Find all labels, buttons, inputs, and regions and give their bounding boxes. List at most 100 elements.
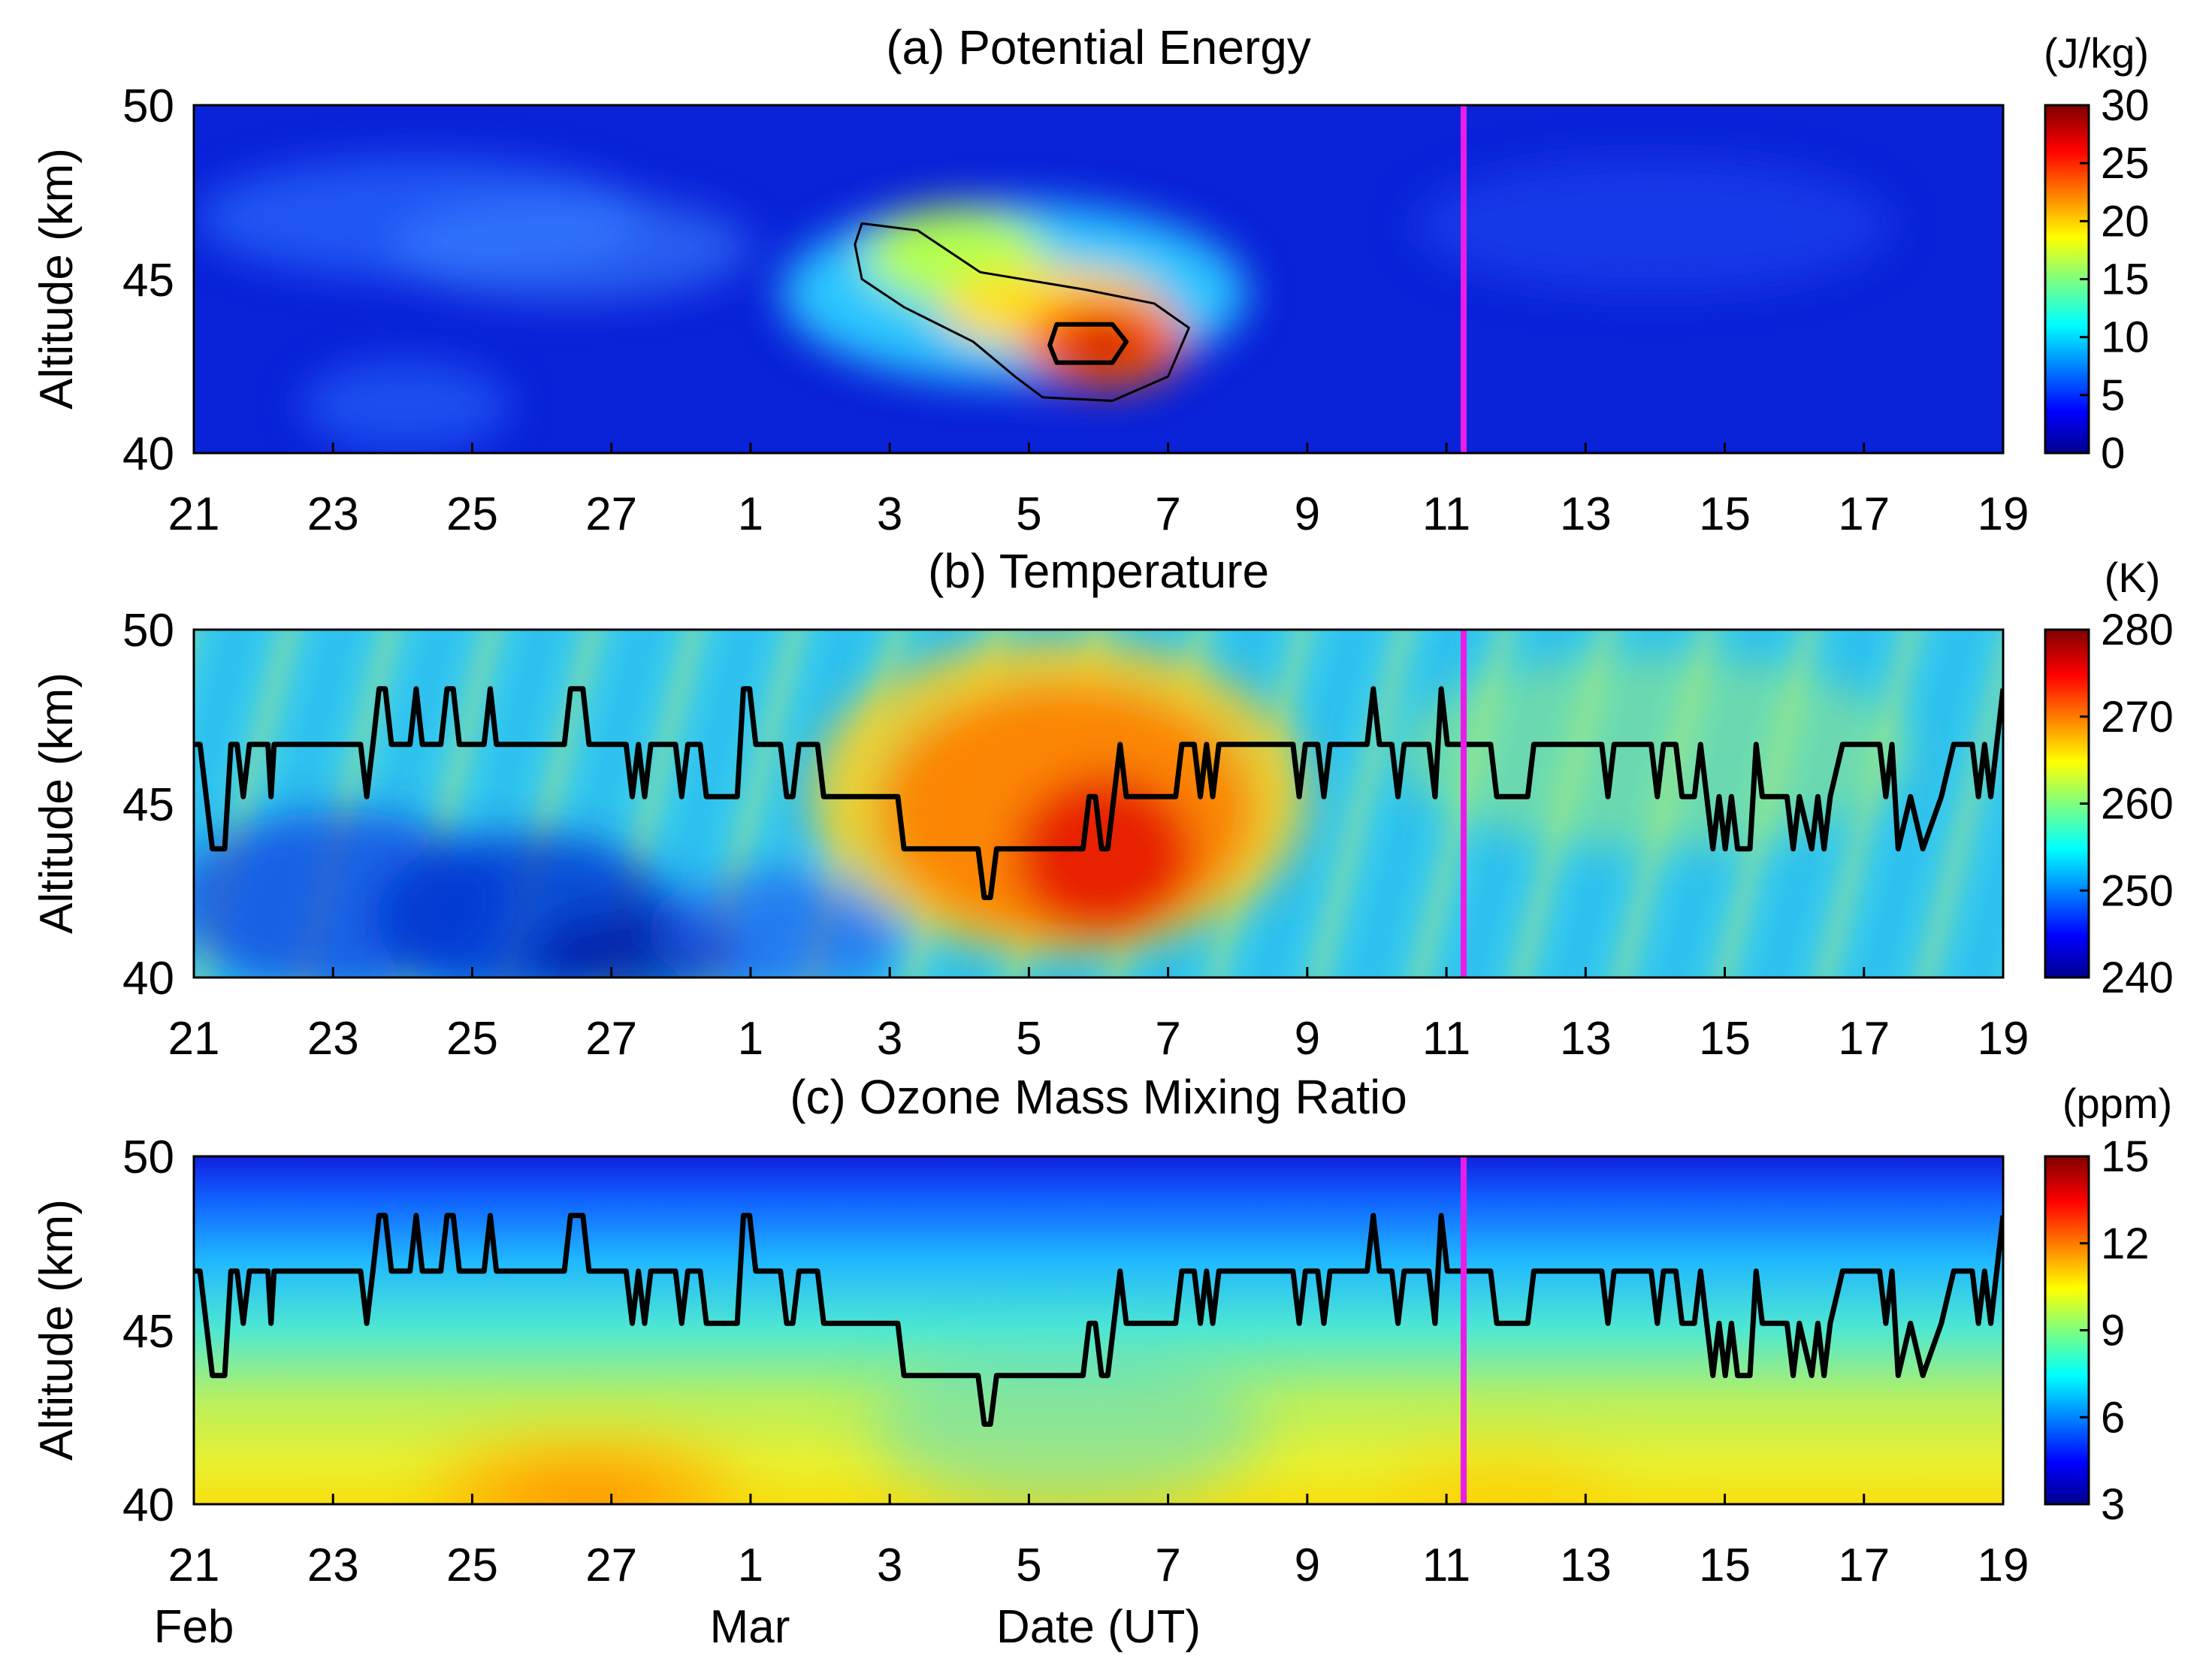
x-tick-label: 19 [1978, 488, 2029, 540]
x-tick-label: 23 [307, 1013, 359, 1065]
panel-a-colorbar-ticks: 0 5 10 15 20 25 30 [2080, 81, 2150, 478]
x-tick-label: 27 [585, 1013, 637, 1065]
colorbar-tick-label: 250 [2101, 866, 2174, 915]
panel-c-y-ticks: 50 45 40 [122, 1132, 174, 1531]
x-tick-label: 5 [1016, 1540, 1041, 1591]
x-tick-label: 21 [168, 1540, 220, 1591]
panel-b-title: (b) Temperature [928, 544, 1269, 598]
panel-a-x-ticks: 21 23 25 27 1 3 5 7 9 11 13 15 17 19 [168, 443, 2029, 540]
panel-a-heatmap [194, 105, 2003, 453]
texture-stripe [1965, 630, 2003, 978]
colorbar-tick-label: 15 [2101, 1132, 2150, 1181]
x-tick-label: 7 [1155, 488, 1180, 540]
x-tick-label: 13 [1560, 488, 1612, 540]
panel-b-x-ticks: 21 23 25 27 1 3 5 7 9 11 13 15 17 19 [168, 967, 2029, 1065]
x-tick-label: 9 [1295, 1013, 1320, 1065]
y-tick: 50 [122, 605, 174, 657]
x-tick-label: 3 [877, 1540, 902, 1591]
x-tick-label: 11 [1422, 1013, 1470, 1065]
panel-c-stratopause-line [194, 1213, 2003, 1428]
x-tick-label: 3 [877, 1013, 902, 1065]
x-tick-label: 23 [307, 1540, 359, 1591]
y-tick: 45 [122, 255, 174, 307]
x-tick-label: 3 [877, 488, 902, 540]
panel-c-colorbar-ticks: 3 6 9 12 15 [2080, 1132, 2150, 1529]
panel-c-heatmap [194, 1156, 2003, 1504]
panel-a-y-ticks: 50 45 40 [122, 80, 174, 480]
x-tick-label: 23 [307, 488, 359, 540]
colorbar-tick-label: 3 [2101, 1480, 2125, 1529]
colorbar-tick-label: 260 [2101, 780, 2174, 829]
y-tick: 50 [122, 80, 174, 132]
x-tick-label: 13 [1560, 1540, 1612, 1591]
panel-b-ylabel: Altitude (km) [31, 672, 83, 934]
x-tick-label: 25 [446, 1013, 498, 1065]
panel-b-stratopause-line [194, 686, 2003, 901]
panel-c: (c) Ozone Mass Mixing Ratio [31, 1070, 2172, 1653]
x-tick-label: 17 [1838, 1013, 1890, 1065]
contour-line [854, 222, 1190, 403]
x-tick-label: 25 [446, 488, 498, 540]
x-tick-label: 17 [1838, 1540, 1890, 1591]
x-tick-label: 1 [738, 1540, 763, 1591]
texture-stripe [1914, 630, 2003, 978]
colorbar-tick-label: 12 [2101, 1219, 2150, 1268]
y-tick: 40 [122, 1479, 174, 1531]
x-tick-label: 5 [1016, 488, 1041, 540]
x-tick-label: 21 [168, 1013, 220, 1065]
colorbar-tick-label: 30 [2101, 81, 2150, 130]
x-tick-label: 9 [1295, 488, 1320, 540]
colorbar-tick-label: 0 [2101, 429, 2125, 478]
x-tick-label: 1 [738, 488, 763, 540]
panel-a-title: (a) Potential Energy [886, 20, 1311, 74]
panel-c-ylabel: Altitude (km) [31, 1199, 83, 1461]
x-tick-label: 11 [1422, 1540, 1470, 1591]
panel-b-colorbar-unit: (K) [2105, 554, 2161, 601]
panel-a-colorbar-unit: (J/kg) [2044, 29, 2149, 77]
x-tick-label: 27 [585, 1540, 637, 1591]
x-tick-label: 19 [1978, 1013, 2029, 1065]
panel-c-title: (c) Ozone Mass Mixing Ratio [790, 1070, 1407, 1124]
panel-a-contours [854, 222, 1190, 403]
x-tick-label: 5 [1016, 1013, 1041, 1065]
x-tick-label: 21 [168, 488, 220, 540]
contour-line [1047, 322, 1129, 365]
x-tick-label: 15 [1699, 1013, 1751, 1065]
x-tick-label: 7 [1155, 1540, 1180, 1591]
texture-stripe [2168, 616, 2212, 992]
texture-stripe [1255, 630, 1366, 978]
colorbar-tick-label: 270 [2101, 693, 2174, 742]
panel-b-y-ticks: 50 45 40 [122, 605, 174, 1005]
y-tick: 40 [122, 428, 174, 480]
colorbar-tick-label: 20 [2101, 197, 2150, 246]
x-tick-label: 15 [1699, 488, 1751, 540]
panel-c-colorbar-unit: (ppm) [2062, 1080, 2172, 1127]
panel-b-heatmap [194, 616, 2212, 992]
colorbar-tick-label: 9 [2101, 1307, 2125, 1355]
colorbar-tick-label: 25 [2101, 139, 2150, 188]
texture-stripe [1863, 630, 1975, 978]
panel-c-x-ticks: 21 23 25 27 1 3 5 7 9 11 13 15 17 19 [168, 1494, 2029, 1591]
texture-stripe [1306, 630, 1417, 978]
y-tick: 45 [122, 779, 174, 831]
y-tick: 45 [122, 1306, 174, 1358]
x-tick-label: 19 [1978, 1540, 2029, 1591]
x-tick-label: 15 [1699, 1540, 1751, 1591]
colorbar-tick-label: 6 [2101, 1393, 2125, 1442]
x-tick-label: 25 [446, 1540, 498, 1591]
texture-stripe [1813, 630, 1924, 978]
x-tick-label: 9 [1295, 1540, 1320, 1591]
x-tick-label: 7 [1155, 1013, 1180, 1065]
panel-a-ylabel: Altitude (km) [31, 148, 83, 409]
month-label-feb: Feb [154, 1601, 234, 1653]
y-tick: 50 [122, 1132, 174, 1183]
colorbar-tick-label: 5 [2101, 371, 2125, 420]
panel-a: (a) Potential Energy 50 45 40 Altitud [31, 20, 2150, 540]
colorbar-tick-label: 240 [2101, 953, 2174, 1002]
panel-b: (b) Temperature 50 45 40 Altitude (km) [31, 544, 2212, 1065]
panel-b-colorbar-ticks: 240 250 260 270 280 [2080, 606, 2174, 1002]
x-tick-label: 27 [585, 488, 637, 540]
x-tick-label: 13 [1560, 1013, 1612, 1065]
x-tick-label: 1 [738, 1013, 763, 1065]
x-tick-label: 11 [1422, 488, 1470, 540]
